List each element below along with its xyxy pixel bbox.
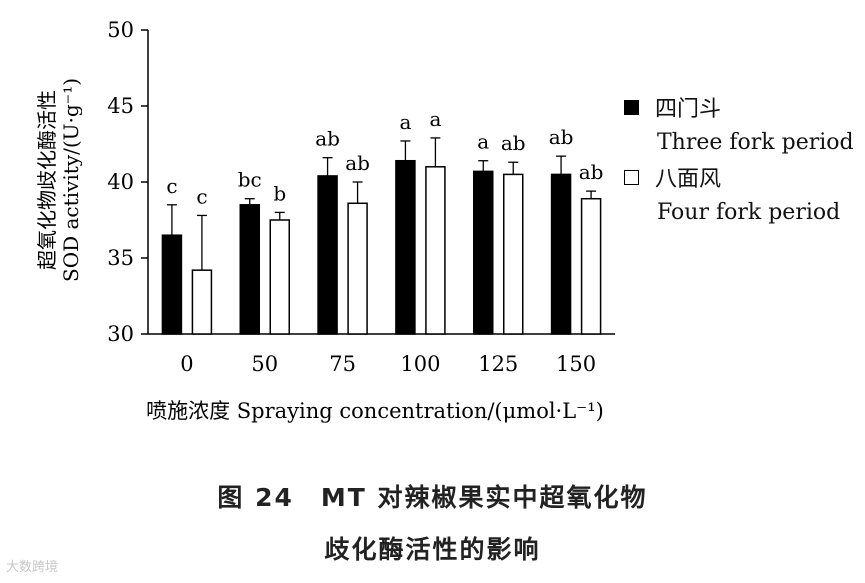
significance-letter: ab <box>315 127 340 151</box>
significance-letter: a <box>429 107 441 131</box>
figure-caption-line-1: 图 24 MT 对辣椒果实中超氧化物 <box>217 483 648 512</box>
significance-letter: a <box>477 130 489 154</box>
x-tick-label: 150 <box>556 352 596 376</box>
legend-label-cn-1: 四门斗 <box>655 97 722 122</box>
bar <box>550 173 572 335</box>
bar <box>317 175 338 335</box>
y-tick-label: 50 <box>107 18 134 42</box>
legend-label-en-1: Three fork period <box>657 129 854 155</box>
figure-caption-line-2: 歧化酶活性的影响 <box>324 535 541 564</box>
significance-letter: ab <box>549 125 574 149</box>
significance-letter: c <box>196 184 207 208</box>
y-tick-label: 40 <box>107 170 134 194</box>
chart-axes: 30 35 40 45 50 0 50 75 100 125 150 <box>107 18 615 376</box>
bar <box>191 269 213 335</box>
chart-legend: 四门斗 Three fork period 八面风 Four fork peri… <box>624 92 864 232</box>
legend-item-series-2: 八面风 <box>624 162 864 192</box>
x-tick-label: 125 <box>478 352 518 376</box>
significance-letter: ab <box>501 131 526 155</box>
bar <box>503 173 524 335</box>
significance-letter: a <box>399 110 411 134</box>
y-axis-label-cn: 超氧化物歧化酶活性 <box>35 90 59 270</box>
x-tick-label: 75 <box>329 352 356 376</box>
y-tick-label: 35 <box>107 246 134 270</box>
bar <box>580 197 602 335</box>
watermark: 大数跨境 <box>6 560 59 575</box>
bar <box>347 202 368 335</box>
legend-item-series-1: 四门斗 <box>624 92 864 122</box>
y-axis-label: 超氧化物歧化酶活性 SOD activity/(U·g⁻¹) <box>35 78 82 282</box>
y-tick-label: 45 <box>107 94 134 118</box>
bar <box>161 234 183 335</box>
bar <box>269 219 290 335</box>
significance-letter: b <box>273 181 286 205</box>
x-tick-label: 100 <box>400 352 440 376</box>
bar <box>239 204 260 335</box>
bar <box>425 166 446 335</box>
significance-letter: ab <box>345 151 370 175</box>
legend-swatch-black <box>624 99 639 115</box>
x-tick-label: 50 <box>251 352 278 376</box>
legend-swatch-white <box>624 169 639 185</box>
bar <box>395 159 416 335</box>
x-tick-label: 0 <box>180 352 193 376</box>
significance-letter: bc <box>238 168 262 192</box>
legend-label-en-2: Four fork period <box>657 199 841 225</box>
significance-letter: c <box>166 174 177 198</box>
x-axis-label: 喷施浓度 Spraying concentration/(μmol·L⁻¹) <box>146 399 604 423</box>
legend-label-cn-2: 八面风 <box>655 167 722 192</box>
bar <box>473 170 494 335</box>
y-tick-label: 30 <box>107 322 134 346</box>
significance-letter: ab <box>579 160 604 184</box>
y-axis-label-en: SOD activity/(U·g⁻¹) <box>59 78 82 282</box>
